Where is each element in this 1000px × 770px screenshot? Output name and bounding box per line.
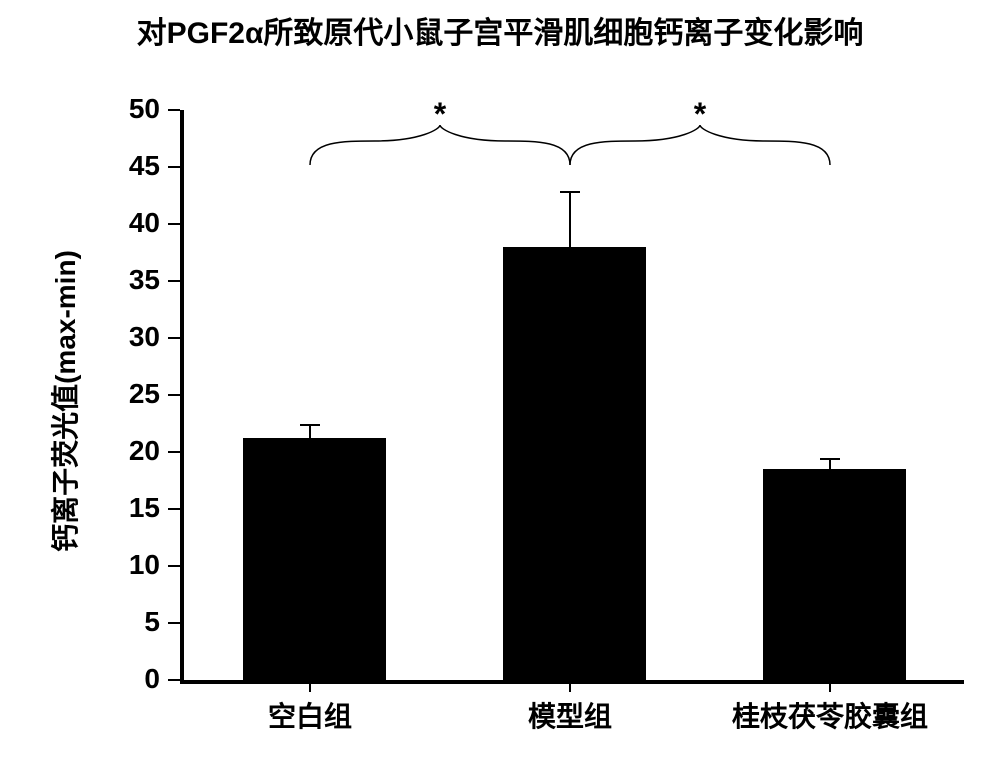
x-category-label: 模型组	[440, 695, 700, 735]
chart-container: 对PGF2α所致原代小鼠子宫平滑肌细胞钙离子变化影响 钙离子荧光值(max-mi…	[0, 0, 1000, 770]
x-tick	[309, 680, 311, 692]
bar	[243, 438, 386, 680]
error-cap	[300, 424, 320, 426]
error-cap	[560, 191, 580, 193]
y-tick-label: 45	[110, 150, 160, 182]
y-tick	[168, 166, 180, 168]
y-tick	[168, 451, 180, 453]
y-tick	[168, 622, 180, 624]
error-bar	[309, 425, 311, 439]
y-tick	[168, 280, 180, 282]
x-category-label: 桂枝茯苓胶囊组	[700, 695, 960, 735]
x-category-label: 空白组	[180, 695, 440, 735]
y-tick	[168, 565, 180, 567]
bar	[763, 469, 906, 680]
bar	[503, 247, 646, 680]
x-tick	[569, 680, 571, 692]
y-tick-label: 35	[110, 264, 160, 296]
y-tick-label: 25	[110, 378, 160, 410]
significance-star: *	[425, 96, 455, 133]
error-bar	[829, 459, 831, 469]
y-tick-label: 10	[110, 549, 160, 581]
y-tick-label: 15	[110, 492, 160, 524]
x-tick	[829, 680, 831, 692]
y-tick-label: 0	[110, 663, 160, 695]
y-tick	[168, 508, 180, 510]
plot-area	[180, 110, 964, 684]
y-tick	[168, 394, 180, 396]
y-tick-label: 50	[110, 93, 160, 125]
y-axis-label: 钙离子荧光值(max-min)	[44, 116, 84, 686]
y-tick	[168, 337, 180, 339]
error-bar	[569, 192, 571, 247]
y-tick	[168, 109, 180, 111]
y-tick-label: 5	[110, 606, 160, 638]
y-tick-label: 30	[110, 321, 160, 353]
y-tick	[168, 679, 180, 681]
y-tick-label: 40	[110, 207, 160, 239]
significance-star: *	[685, 96, 715, 133]
y-tick	[168, 223, 180, 225]
y-tick-label: 20	[110, 435, 160, 467]
chart-title: 对PGF2α所致原代小鼠子宫平滑肌细胞钙离子变化影响	[0, 8, 1000, 52]
error-cap	[820, 458, 840, 460]
